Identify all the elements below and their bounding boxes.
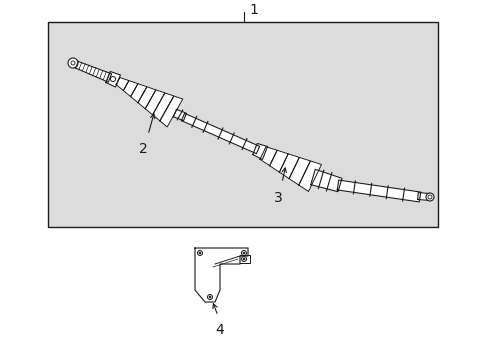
Text: 4: 4 [215,323,224,337]
Circle shape [68,58,78,68]
Bar [48,22,437,227]
Polygon shape [195,248,247,302]
Polygon shape [105,71,120,87]
Polygon shape [138,87,156,109]
Polygon shape [116,77,129,91]
Polygon shape [337,180,420,202]
Polygon shape [160,96,183,127]
Polygon shape [152,93,174,121]
Circle shape [110,77,115,81]
Polygon shape [417,193,429,201]
Polygon shape [123,81,138,96]
Circle shape [243,258,244,260]
Circle shape [207,294,212,300]
Text: 2: 2 [138,142,147,156]
Polygon shape [130,84,146,103]
Polygon shape [288,157,310,185]
Polygon shape [145,90,164,115]
Circle shape [199,252,201,254]
Circle shape [425,193,433,201]
Circle shape [241,251,246,256]
Polygon shape [310,169,341,192]
Circle shape [208,296,210,298]
Polygon shape [173,109,186,121]
Polygon shape [298,161,321,192]
Polygon shape [252,143,267,159]
Circle shape [71,61,75,65]
Polygon shape [260,147,277,166]
Polygon shape [279,154,299,179]
Circle shape [427,195,431,199]
Circle shape [197,251,202,256]
Circle shape [243,252,244,254]
Text: 3: 3 [273,191,282,205]
Text: 1: 1 [248,3,257,17]
Polygon shape [181,113,259,154]
Circle shape [241,256,246,261]
Polygon shape [74,61,111,82]
Polygon shape [269,150,287,172]
